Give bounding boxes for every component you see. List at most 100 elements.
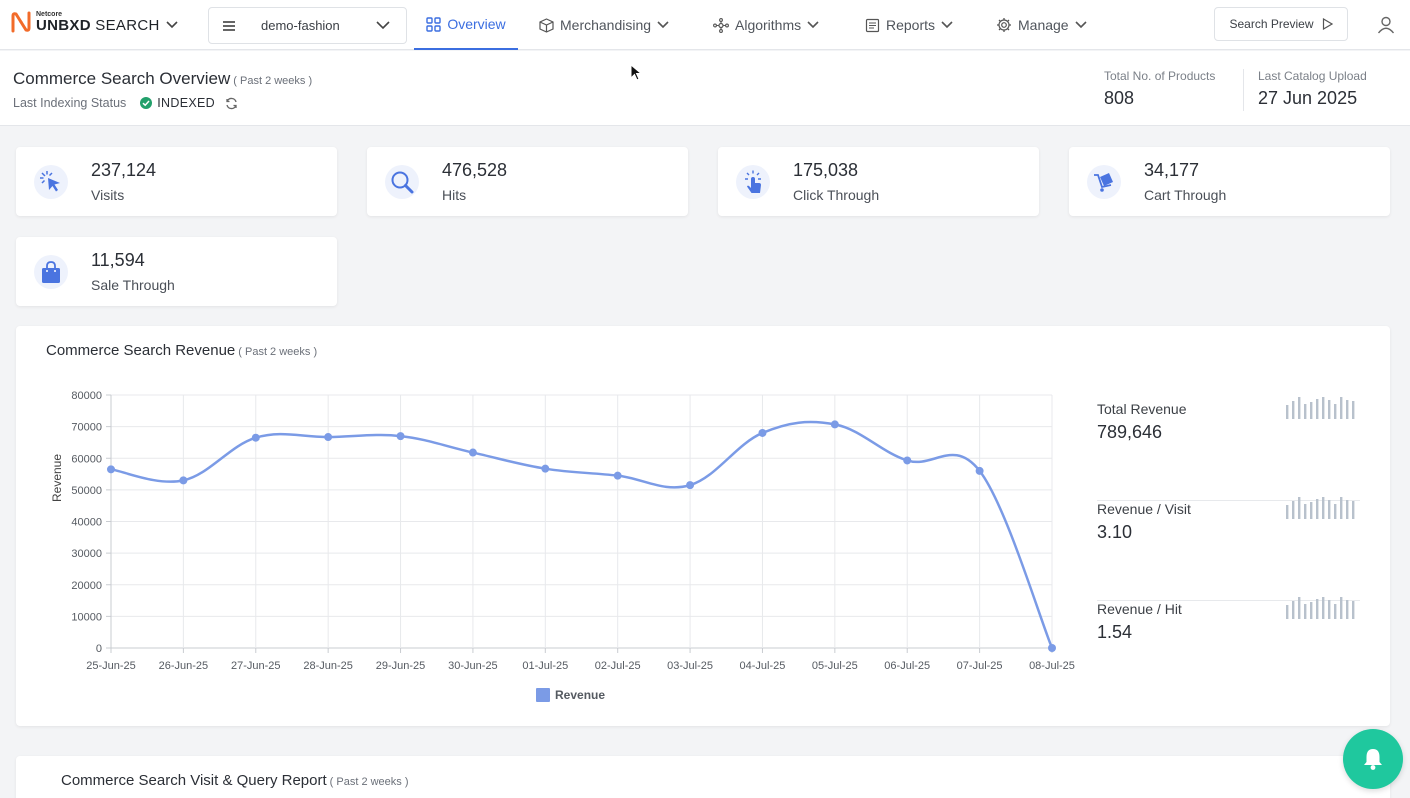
revenue-series-points: [107, 420, 1056, 652]
chevron-down-icon: [807, 21, 819, 29]
site-selector-dropdown[interactable]: demo-fashion: [208, 7, 407, 44]
y-tick-label: 0: [96, 643, 102, 655]
revenue-per-visit-metric: Revenue / Visit 3.10: [1097, 497, 1360, 601]
revenue-data-point: [396, 432, 405, 441]
chevron-down-icon: [1075, 21, 1087, 29]
total-revenue-metric: Total Revenue 789,646: [1097, 397, 1360, 501]
revenue-series-line: [110, 420, 1054, 649]
y-tick-label: 30000: [71, 548, 102, 560]
refresh-icon[interactable]: [225, 97, 238, 110]
kpi-value: 11,594: [91, 250, 145, 270]
legend-swatch: [536, 688, 550, 702]
revenue-data-point: [975, 466, 984, 475]
nav-algorithms[interactable]: Algorithms: [713, 0, 819, 50]
overview-header: Commerce Search Overview( Past 2 weeks )…: [0, 51, 1410, 126]
revenue-per-hit-label: Revenue / Hit: [1097, 601, 1182, 617]
revenue-panel-title: Commerce Search Revenue( Past 2 weeks ): [46, 342, 317, 359]
chevron-down-icon: [376, 21, 390, 30]
page-title-period: ( Past 2 weeks ): [233, 75, 313, 87]
kpi-icon: [736, 165, 770, 199]
x-tick-label: 04-Jul-25: [740, 660, 786, 672]
nav-merchandising-label: Merchandising: [560, 17, 652, 33]
kpi-icon: [34, 165, 68, 199]
kpi-label: Click Through: [793, 187, 880, 203]
x-tick-label: 05-Jul-25: [812, 660, 858, 672]
kpi-icon: [34, 255, 68, 289]
nav-merchandising[interactable]: Merchandising: [539, 0, 669, 50]
kpi-label: Visits: [91, 187, 125, 203]
shopping-bag-icon: [42, 261, 60, 283]
brand-small-text: Netcore: [36, 11, 63, 18]
x-tick-label: 29-Jun-25: [376, 660, 426, 672]
nav-reports-label: Reports: [886, 17, 936, 33]
visit-query-report-panel: Commerce Search Visit & Query Report( Pa…: [16, 756, 1390, 798]
cart-icon: [1094, 173, 1113, 192]
play-icon: [1322, 18, 1333, 30]
sparkline-icon: [1286, 497, 1355, 519]
nav-overview[interactable]: Overview: [414, 0, 518, 50]
revenue-data-point: [1048, 644, 1056, 652]
x-tick-label: 06-Jul-25: [884, 660, 930, 672]
kpi-label: Cart Through: [1144, 187, 1227, 203]
y-tick-label: 40000: [71, 517, 102, 529]
kpi-icon: [1087, 165, 1121, 199]
page-title: Commerce Search Overview( Past 2 weeks ): [13, 69, 312, 89]
y-tick-label: 50000: [71, 485, 102, 497]
nav-manage[interactable]: Manage: [996, 0, 1087, 50]
bell-icon: [1364, 749, 1382, 770]
x-tick-label: 01-Jul-25: [522, 660, 568, 672]
box-icon: [539, 17, 554, 33]
total-products-label: Total No. of Products: [1104, 69, 1216, 83]
nav-overview-label: Overview: [447, 16, 506, 32]
notification-bell-button[interactable]: [1343, 729, 1403, 789]
revenue-panel-period: ( Past 2 weeks ): [238, 346, 318, 358]
nav-reports[interactable]: Reports: [865, 0, 953, 50]
kpi-card-cart-through: 34,177 Cart Through: [1069, 147, 1390, 216]
search-preview-button[interactable]: Search Preview: [1214, 7, 1348, 41]
total-products-stat: Total No. of Products 808: [1104, 69, 1215, 109]
x-axis-ticks: 25-Jun-25 26-Jun-25 27-Jun-25 28-Jun-25 29-J…: [86, 660, 1075, 672]
chart-legend[interactable]: Revenue: [536, 688, 605, 702]
check-circle-icon: [140, 97, 153, 109]
chevron-down-icon: [166, 21, 178, 29]
visit-query-report-title-text: Commerce Search Visit & Query Report: [61, 772, 327, 789]
revenue-panel: Commerce Search Revenue( Past 2 weeks ) …: [16, 326, 1390, 726]
revenue-data-point: [251, 433, 260, 442]
x-tick-label: 03-Jul-25: [667, 660, 713, 672]
brand-logo[interactable]: Netcore UNBXD SEARCH: [10, 10, 178, 34]
revenue-data-point: [468, 448, 477, 457]
kpi-value: 34,177: [1144, 160, 1200, 180]
revenue-data-point: [758, 428, 767, 437]
chevron-down-icon: [941, 21, 953, 29]
top-navbar: Netcore UNBXD SEARCH demo-fashion Overvi…: [0, 0, 1410, 50]
divider: [1097, 500, 1360, 501]
legend-label: Revenue: [555, 688, 605, 702]
y-axis-title: Revenue: [50, 454, 64, 502]
revenue-data-point: [613, 471, 622, 480]
indexing-status-row: Last Indexing Status INDEXED: [13, 96, 238, 110]
kpi-card-visits: 237,124 Visits: [16, 147, 337, 216]
user-icon[interactable]: [1376, 15, 1396, 35]
x-tick-label: 28-Jun-25: [303, 660, 353, 672]
revenue-panel-title-text: Commerce Search Revenue: [46, 342, 236, 359]
y-axis-ticks: 0 10000 20000 30000 40000 50000 60000 70000 8000…: [71, 390, 102, 655]
kpi-label: Hits: [442, 187, 467, 203]
y-tick-label: 10000: [71, 611, 102, 623]
indexing-status-badge: INDEXED: [157, 96, 215, 110]
revenue-data-point: [686, 481, 695, 490]
kpi-value: 237,124: [91, 160, 157, 180]
x-tick-label: 02-Jul-25: [595, 660, 641, 672]
revenue-line-chart: 0 10000 20000 30000 40000 50000 60000 70000 8000…: [50, 390, 1075, 702]
report-icon: [865, 18, 880, 32]
kpi-card-hits: 476,528 Hits: [367, 147, 688, 216]
sparkline-icon: [1286, 397, 1355, 419]
y-tick-label: 70000: [71, 422, 102, 434]
x-tick-label: 30-Jun-25: [448, 660, 498, 672]
network-icon: [713, 17, 729, 33]
catalog-upload-stat: Last Catalog Upload 27 Jun 2025: [1258, 69, 1367, 109]
nav-manage-label: Manage: [1018, 17, 1069, 33]
x-tick-label: 27-Jun-25: [231, 660, 281, 672]
y-tick-label: 60000: [71, 453, 102, 465]
brand-main-bold: UNBXD: [36, 17, 91, 34]
total-revenue-value: 789,646: [1097, 422, 1163, 442]
